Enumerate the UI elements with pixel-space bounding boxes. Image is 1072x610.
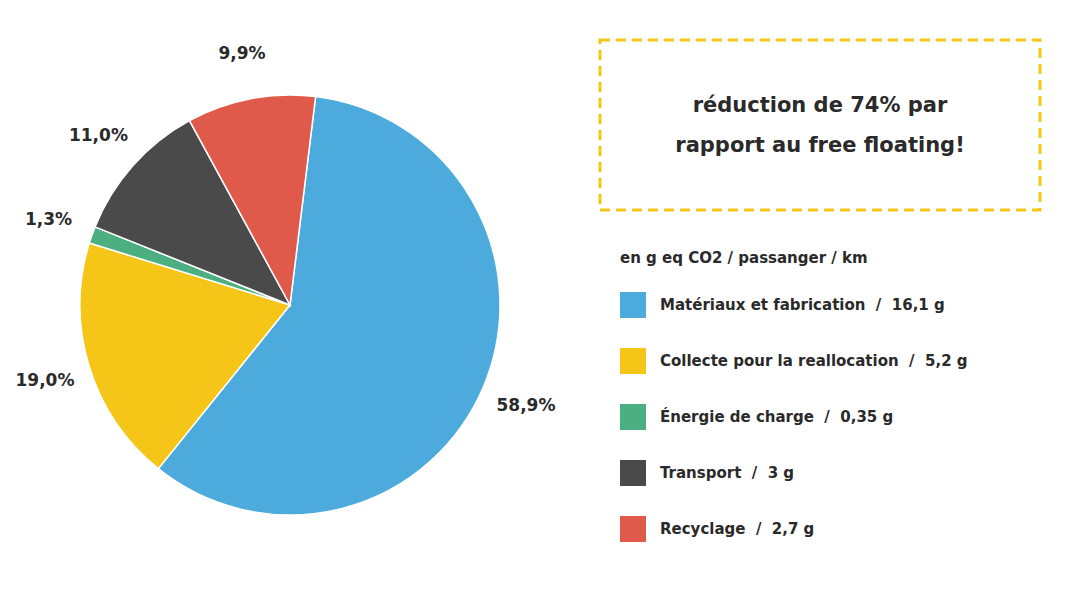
chart-svg: 58,9% 19,0% 1,3% 11,0% 9,9% réduction de 74% … <box>0 0 1072 610</box>
chart-container: 58,9% 19,0% 1,3% 11,0% 9,9% réduction de 74% … <box>0 0 1072 610</box>
data-label: 9,9% <box>218 43 265 63</box>
data-label: 19,0% <box>16 370 75 390</box>
legend-label: Recyclage / 2,7 g <box>660 520 814 538</box>
legend-swatch <box>620 292 646 318</box>
annotation-box <box>600 40 1040 210</box>
data-labels: 58,9% 19,0% 1,3% 11,0% 9,9% <box>16 43 556 414</box>
legend-swatch <box>620 404 646 430</box>
annotation-text: rapport au free floating! <box>675 133 964 157</box>
annotation: réduction de 74% par rapport au free floa… <box>600 40 1040 210</box>
data-label: 58,9% <box>496 395 555 415</box>
pie-slice <box>189 95 315 305</box>
annotation-text: réduction de 74% par <box>693 93 948 117</box>
data-label: 1,3% <box>25 209 72 229</box>
legend-label: Transport / 3 g <box>660 464 794 482</box>
legend-title: en g eq CO2 / passanger / km <box>620 249 868 267</box>
legend-swatch <box>620 516 646 542</box>
legend-label: Énergie de charge / 0,35 g <box>660 407 893 426</box>
data-label: 11,0% <box>69 125 128 145</box>
legend: en g eq CO2 / passanger / km Matériaux et… <box>620 249 968 542</box>
legend-label: Collecte pour la reallocation / 5,2 g <box>660 352 968 370</box>
pie <box>80 95 500 515</box>
legend-swatch <box>620 348 646 374</box>
legend-swatch <box>620 460 646 486</box>
legend-label: Matériaux et fabrication / 16,1 g <box>660 296 945 314</box>
